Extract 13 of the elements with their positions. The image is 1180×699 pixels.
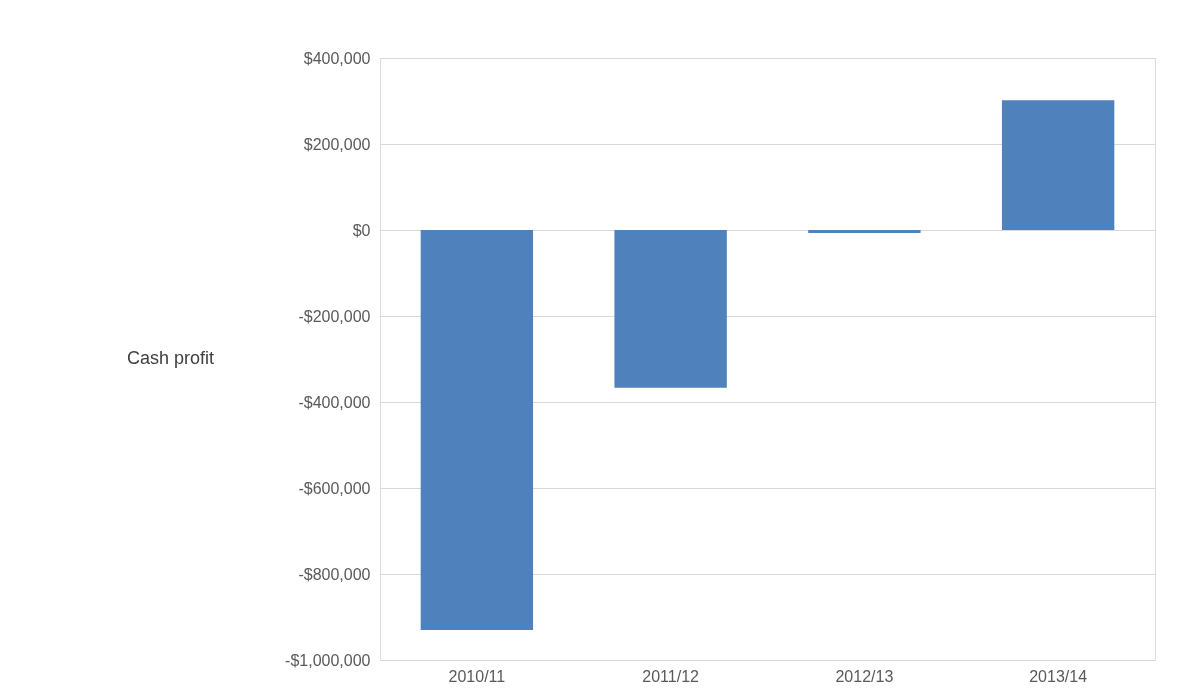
y-axis-title: Cash profit — [126, 347, 215, 368]
y-tick-label: -$800,000 — [298, 565, 371, 583]
y-tick-label: -$400,000 — [298, 393, 371, 411]
x-tick-label: 2013/14 — [1029, 667, 1088, 685]
x-tick-label: 2012/13 — [835, 667, 894, 685]
y-tick-label: -$200,000 — [298, 307, 371, 325]
y-tick-label: $400,000 — [303, 49, 371, 67]
x-tick-label: 2010/11 — [448, 667, 506, 685]
y-tick-label: -$1,000,000 — [285, 651, 371, 669]
y-tick-label: $200,000 — [303, 135, 371, 153]
y-tick-label: $0 — [352, 221, 371, 239]
x-tick-label: 2011/12 — [642, 667, 700, 685]
y-tick-label: -$600,000 — [298, 479, 371, 497]
